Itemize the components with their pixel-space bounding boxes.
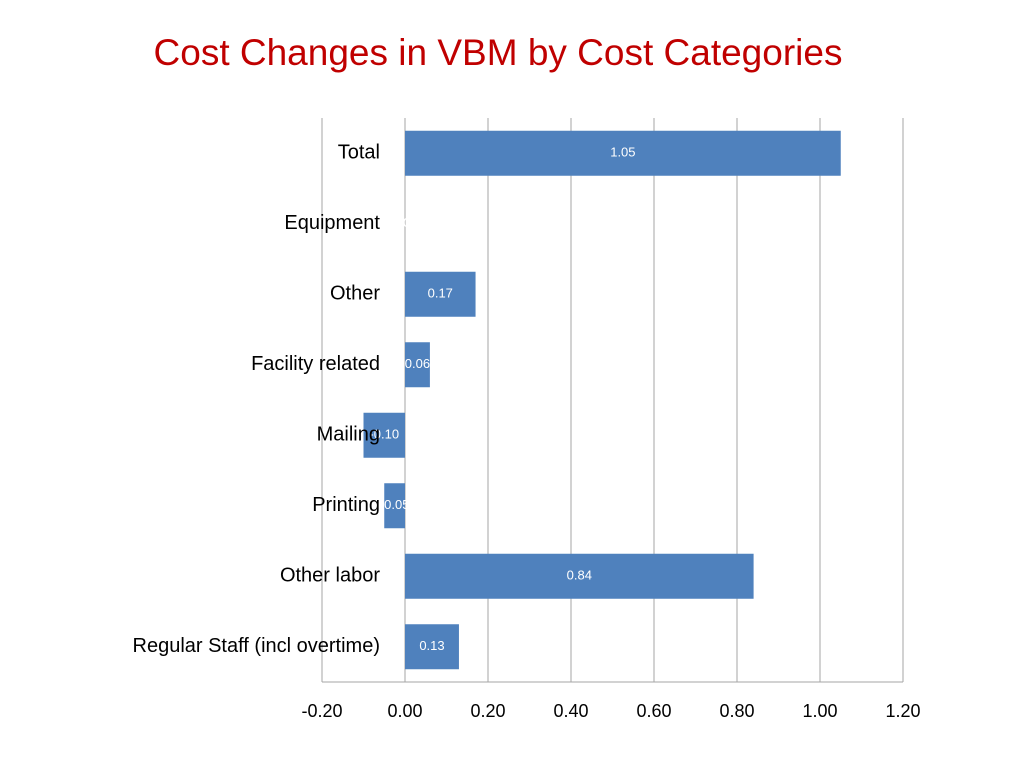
data-label: 0.06 — [405, 356, 430, 371]
bar — [363, 412, 405, 458]
bar — [405, 624, 459, 670]
data-label: 1.05 — [610, 145, 635, 160]
bar — [384, 483, 405, 529]
x-tick-label: 1.00 — [802, 701, 837, 721]
data-label: 0.13 — [419, 638, 444, 653]
x-tick-label: 0.80 — [719, 701, 754, 721]
data-label: 0.17 — [428, 286, 453, 301]
y-tick-label: Mailing — [317, 424, 380, 446]
bar — [405, 342, 430, 388]
x-tick-label: 0.60 — [636, 701, 671, 721]
bar — [405, 130, 841, 176]
bar — [405, 553, 754, 599]
bar — [405, 271, 476, 317]
x-tick-label: 0.00 — [387, 701, 422, 721]
data-label: -0.05 — [380, 497, 410, 512]
y-tick-label: Regular Staff (incl overtime) — [133, 635, 381, 657]
data-label: 0.00 — [392, 215, 417, 230]
y-tick-label: Printing — [312, 494, 380, 516]
x-tick-label: 1.20 — [885, 701, 920, 721]
x-tick-label: 0.40 — [553, 701, 588, 721]
data-label: 0.84 — [567, 568, 592, 583]
y-tick-label: Other labor — [280, 565, 380, 587]
chart-title: Cost Changes in VBM by Cost Categories — [154, 32, 843, 73]
data-label: -0.10 — [369, 427, 399, 442]
y-tick-label: Total — [338, 142, 380, 164]
y-tick-label: Equipment — [284, 212, 380, 234]
x-tick-label: -0.20 — [301, 701, 342, 721]
y-tick-label: Other — [330, 283, 380, 305]
y-tick-label: Facility related — [251, 353, 380, 375]
x-tick-label: 0.20 — [470, 701, 505, 721]
